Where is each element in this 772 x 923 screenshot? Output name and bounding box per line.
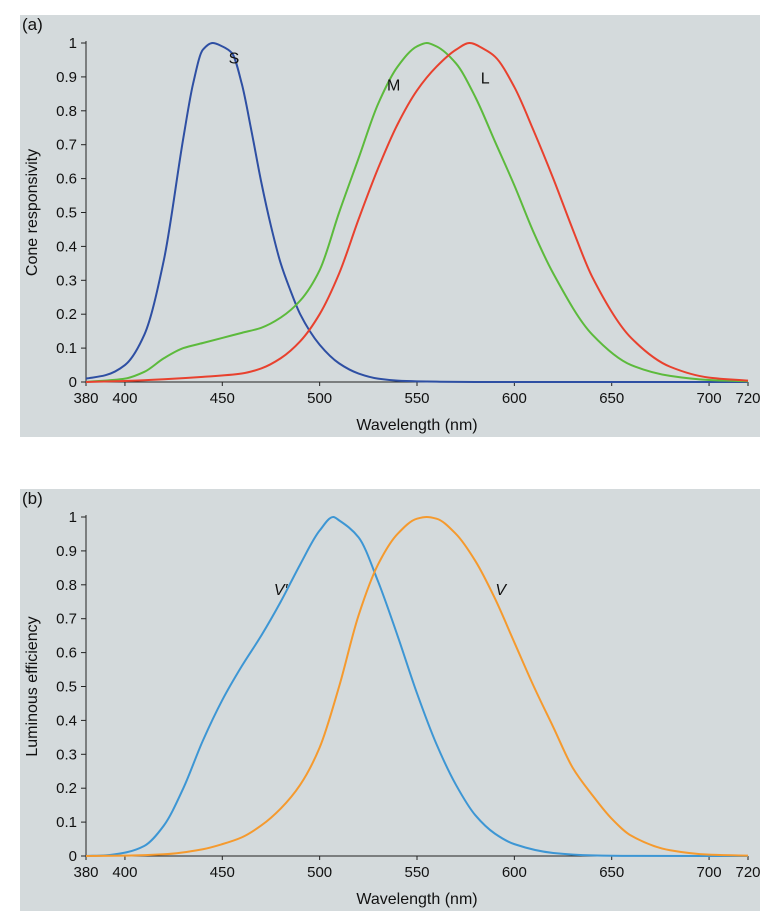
x-tick-label: 380 — [73, 390, 98, 407]
series-line-l — [85, 42, 749, 383]
x-tick-label: 500 — [307, 390, 332, 407]
y-axis-label: Cone responsivity — [24, 149, 41, 276]
y-tick-label: 0.2 — [56, 306, 77, 323]
chart-panel-a: (a) 0 0.1 0.2 0.3 0.4 0.5 0.6 0.7 0.8 0.9 1 380 400 4… — [20, 15, 761, 437]
y-tick-label: 0.4 — [56, 712, 77, 729]
x-tick-label: 380 — [73, 864, 98, 881]
x-tick-label: 500 — [307, 864, 332, 881]
series-label: S — [229, 50, 240, 67]
series-label: V — [495, 582, 507, 599]
y-tick-label: 0.9 — [56, 543, 77, 560]
series-line-v — [85, 516, 749, 857]
panel-label-a: (a) — [22, 15, 43, 34]
y-tick-label: 0.9 — [56, 69, 77, 86]
x-tick-label: 400 — [112, 864, 137, 881]
y-tick-label: 0 — [69, 374, 77, 391]
x-axis-label: Wavelength (nm) — [356, 891, 477, 908]
y-tick-label: 0.3 — [56, 746, 77, 763]
y-tick-label: 0.7 — [56, 137, 77, 154]
y-tick-label: 0.8 — [56, 103, 77, 120]
x-tick-label: 720 — [735, 864, 760, 881]
x-tick-label: 550 — [404, 390, 429, 407]
y-tick-label: 0.1 — [56, 814, 77, 831]
cone-responsivity-chart: 0 0.1 0.2 0.3 0.4 0.5 0.6 0.7 0.8 0.9 1 380 400 450 50… — [24, 35, 761, 434]
x-tick-label: 400 — [112, 390, 137, 407]
panel-label-b: (b) — [22, 489, 43, 508]
x-tick-label: 450 — [210, 864, 235, 881]
y-tick-label: 0 — [69, 848, 77, 865]
y-tick-label: 0.6 — [56, 171, 77, 188]
x-tick-label: 600 — [502, 390, 527, 407]
y-tick-label: 1 — [69, 509, 77, 526]
luminous-efficiency-chart: 0 0.1 0.2 0.3 0.4 0.5 0.6 0.7 0.8 0.9 1 380 400 450 50… — [24, 509, 761, 908]
series-line-v — [85, 516, 749, 857]
y-tick-label: 0.6 — [56, 645, 77, 662]
y-tick-label: 0.4 — [56, 238, 77, 255]
chart-panel-b: (b) 0 0.1 0.2 0.3 0.4 0.5 0.6 0.7 0.8 0.9 1 380 400 4… — [20, 489, 761, 911]
y-tick-label: 0.2 — [56, 780, 77, 797]
y-tick-label: 0.8 — [56, 577, 77, 594]
y-tick-label: 0.3 — [56, 272, 77, 289]
x-axis-label: Wavelength (nm) — [356, 417, 477, 434]
y-tick-label: 0.5 — [56, 205, 77, 222]
x-tick-label: 550 — [404, 864, 429, 881]
x-tick-label: 650 — [599, 864, 624, 881]
series-label: L — [481, 71, 490, 88]
x-tick-label: 700 — [697, 864, 722, 881]
y-tick-label: 1 — [69, 35, 77, 52]
series-line-m — [85, 42, 749, 383]
y-tick-label: 0.7 — [56, 611, 77, 628]
y-tick-label: 0.5 — [56, 679, 77, 696]
series-label: M — [387, 77, 400, 94]
series-line-s — [85, 42, 748, 384]
series-label: V′ — [274, 582, 289, 599]
y-tick-label: 0.1 — [56, 340, 77, 357]
x-tick-label: 720 — [735, 390, 760, 407]
x-tick-label: 650 — [599, 390, 624, 407]
x-tick-label: 600 — [502, 864, 527, 881]
x-tick-label: 700 — [697, 390, 722, 407]
y-axis-label: Luminous efficiency — [24, 616, 41, 756]
x-tick-label: 450 — [210, 390, 235, 407]
